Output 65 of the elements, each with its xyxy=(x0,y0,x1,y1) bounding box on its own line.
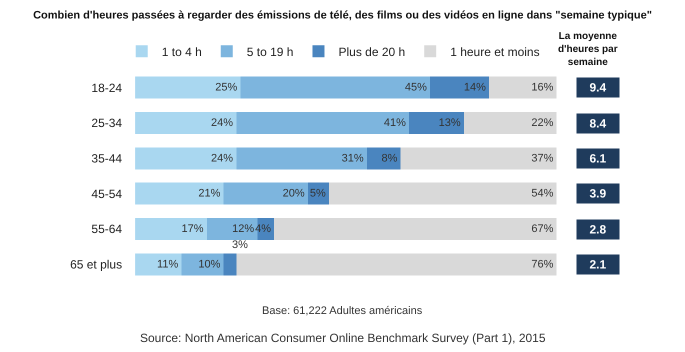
data-label: 3% xyxy=(232,239,248,251)
data-label: 17% xyxy=(182,223,204,235)
data-label: 67% xyxy=(531,223,554,235)
legend-label: Plus de 20 h xyxy=(338,44,406,59)
bar xyxy=(135,253,182,276)
data-label: 22% xyxy=(531,117,554,129)
source-note: Source: North American Consumer Online Benchmark Survey (Part 1), 2015 xyxy=(140,331,546,345)
data-label: 16% xyxy=(531,82,554,94)
data-label: 45% xyxy=(404,82,428,94)
bar xyxy=(489,76,557,99)
data-label: 2.1 xyxy=(589,258,607,272)
bar xyxy=(240,76,430,99)
bar xyxy=(400,147,557,170)
data-label: 5% xyxy=(310,188,326,200)
data-label: 20% xyxy=(282,188,305,200)
data-label: 31% xyxy=(342,152,364,164)
y-tick-label: 18-24 xyxy=(91,80,122,95)
bar xyxy=(430,76,490,99)
data-label: 54% xyxy=(531,188,554,200)
data-label: 14% xyxy=(464,82,486,94)
bar xyxy=(135,76,240,99)
data-label: 24% xyxy=(211,152,234,164)
bar xyxy=(464,112,557,134)
bar xyxy=(366,147,401,170)
legend-label: 5 to 19 h xyxy=(246,44,294,59)
bar xyxy=(224,253,236,276)
data-label: 21% xyxy=(198,188,221,200)
bar xyxy=(135,218,207,240)
bar xyxy=(236,147,367,170)
data-label: 2.8 xyxy=(589,222,607,236)
data-label: 6.1 xyxy=(589,152,607,166)
y-tick-label: 65 et plus xyxy=(70,258,122,272)
data-label: 13% xyxy=(438,117,461,129)
data-label: 25% xyxy=(215,82,238,94)
data-label: 10% xyxy=(198,258,221,270)
text: Base: 61,222 Adultes américains xyxy=(262,305,423,317)
bar xyxy=(409,112,464,134)
data-label: 9.4 xyxy=(589,80,607,94)
bar xyxy=(224,182,308,205)
data-label: 8.4 xyxy=(589,116,607,130)
bar xyxy=(274,218,557,240)
legend-label: 1 heure et moins xyxy=(450,44,540,59)
bar xyxy=(181,253,224,276)
data-label: 24% xyxy=(211,117,234,129)
data-label: 12% xyxy=(232,223,254,235)
data-label: 8% xyxy=(382,152,398,164)
data-label: 41% xyxy=(384,117,406,129)
text: La moyenne d'heures par semaine xyxy=(558,31,618,68)
y-tick-label: 25-34 xyxy=(91,116,122,130)
bar xyxy=(135,112,236,134)
data-label: 3.9 xyxy=(589,186,607,200)
bar xyxy=(236,253,557,276)
data-label: 76% xyxy=(531,258,554,270)
data-label: 11% xyxy=(157,258,178,270)
bar xyxy=(135,147,236,170)
y-tick-label: 35-44 xyxy=(91,152,122,166)
chart-title: Combien d'heures passées à regarder des émissions de télé, des films ou des vidéos en ligne dans "semaine typique" xyxy=(33,9,652,22)
legend-label: 1 to 4 h xyxy=(162,44,202,59)
bar xyxy=(236,112,410,134)
data-label: 37% xyxy=(531,152,554,164)
y-tick-label: 45-54 xyxy=(91,186,122,201)
y-tick-label: 55-64 xyxy=(91,222,122,236)
data-label: 4% xyxy=(255,223,272,235)
bar xyxy=(328,182,557,205)
bar xyxy=(135,182,224,205)
